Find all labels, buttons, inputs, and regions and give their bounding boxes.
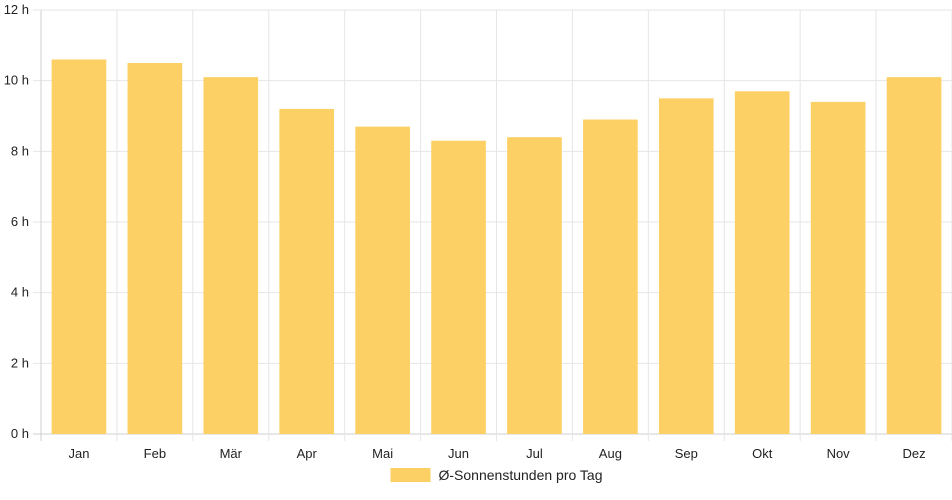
y-tick-label: 10 h bbox=[4, 73, 29, 88]
bar-sep[interactable] bbox=[658, 98, 714, 434]
y-tick-label: 12 h bbox=[4, 2, 29, 17]
y-tick-label: 4 h bbox=[11, 285, 29, 300]
x-tick-label: Jun bbox=[448, 446, 469, 461]
x-tick-label: Dez bbox=[902, 446, 925, 461]
y-axis: 0 h 2 h 4 h 6 h 8 h 10 h 12 h bbox=[4, 2, 29, 441]
bar-jun[interactable] bbox=[431, 140, 486, 434]
bar-apr[interactable] bbox=[279, 108, 335, 434]
bar-dez[interactable] bbox=[886, 77, 942, 434]
x-tick-label: Sep bbox=[675, 446, 698, 461]
x-tick-label: Apr bbox=[297, 446, 318, 461]
legend[interactable]: Ø-Sonnenstunden pro Tag bbox=[390, 467, 603, 483]
x-tick-label: Nov bbox=[827, 446, 851, 461]
bar-feb[interactable] bbox=[127, 63, 183, 434]
bar-mai[interactable] bbox=[355, 126, 410, 434]
x-tick-label: Jul bbox=[526, 446, 543, 461]
y-tick-label: 0 h bbox=[11, 426, 29, 441]
x-axis: Jan Feb Mär Apr Mai Jun Jul Aug Sep Okt Nov Dez bbox=[68, 446, 925, 461]
bar-mär[interactable] bbox=[203, 77, 259, 434]
y-tick-label: 2 h bbox=[11, 355, 29, 370]
x-tick-label: Feb bbox=[144, 446, 166, 461]
x-tick-label: Aug bbox=[599, 446, 622, 461]
x-tick-label: Mär bbox=[220, 446, 243, 461]
bar-jan[interactable] bbox=[51, 59, 107, 434]
bars bbox=[51, 59, 942, 435]
grid bbox=[33, 9, 952, 441]
y-tick-label: 6 h bbox=[11, 214, 29, 229]
x-tick-label: Jan bbox=[68, 446, 89, 461]
legend-label[interactable]: Ø-Sonnenstunden pro Tag bbox=[439, 467, 603, 483]
x-tick-label: Mai bbox=[372, 446, 393, 461]
bar-okt[interactable] bbox=[734, 91, 790, 435]
bar-jul[interactable] bbox=[507, 137, 562, 434]
x-tick-label: Okt bbox=[752, 446, 773, 461]
legend-swatch[interactable] bbox=[390, 468, 431, 482]
y-tick-label: 8 h bbox=[11, 143, 29, 158]
bar-nov[interactable] bbox=[810, 101, 866, 434]
bar-aug[interactable] bbox=[583, 119, 638, 435]
